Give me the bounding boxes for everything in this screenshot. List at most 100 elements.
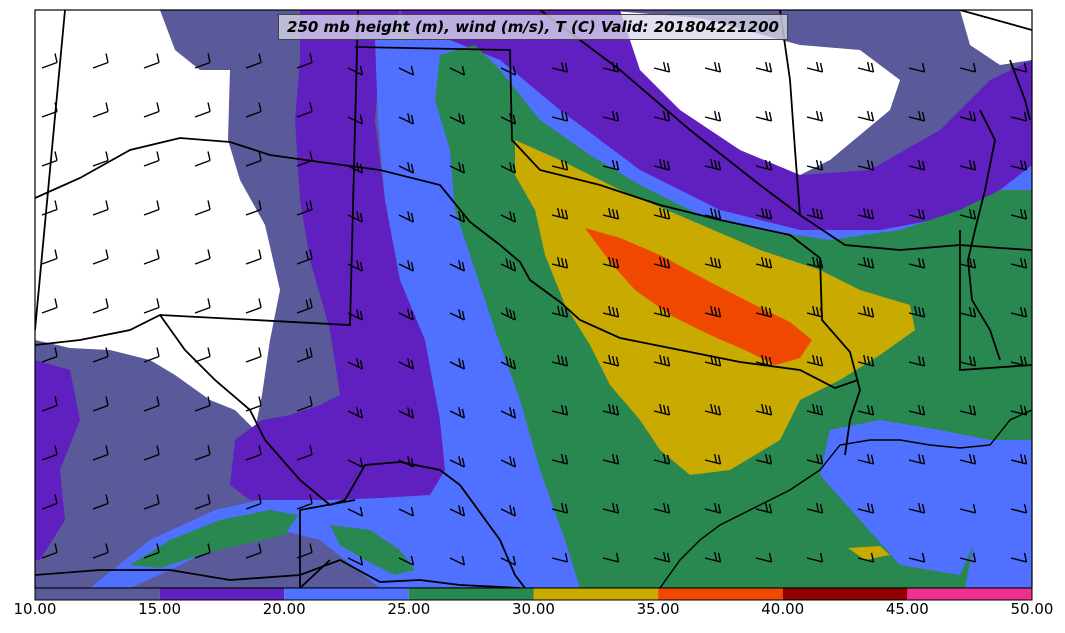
wind-barb [602,552,620,563]
wind-barb [296,543,313,559]
wind-barb [755,403,773,416]
wind-barb [653,354,671,367]
wind-barb [704,354,722,367]
wind-barb [704,207,722,220]
wind-barb [41,445,58,461]
wind-barb [347,407,364,419]
wind-barb [602,502,620,514]
wind-barb [653,453,671,465]
wind-barb [551,207,569,220]
wind-barb [449,407,466,419]
wind-barb [704,551,722,563]
wind-barb [959,552,977,563]
wind-barb [806,110,824,122]
wind-barb [245,347,262,363]
wind-barb [602,61,620,73]
wind-barb [194,396,211,412]
wind-barb [1010,208,1028,220]
wind-barb [296,396,313,412]
wind-barb [806,159,824,171]
wind-barb [806,453,824,465]
wind-barb [500,456,517,468]
wind-barb [143,396,160,412]
wind-barb [1010,306,1028,318]
wind-barb [449,309,466,321]
wind-barb [908,62,926,73]
wind-barb [143,298,160,314]
wind-barb [500,113,517,125]
wind-barb [92,102,109,118]
wind-barb [92,396,109,412]
wind-barb [602,110,620,122]
wind-barb [194,53,211,69]
wind-barb [398,162,415,174]
wind-barb [245,298,262,314]
wind-barb [245,102,262,118]
wind-barb [194,102,211,118]
wind-barb [398,113,415,125]
wind-barb [551,159,569,171]
wind-barb [857,354,875,367]
wind-barb [500,307,517,321]
wind-barb [858,602,874,611]
wind-barb [296,494,313,510]
wind-barb [908,404,926,416]
colorbar-tick-label: 35.00 [636,600,680,618]
wind-barb [398,555,415,566]
wind-barb [959,306,977,318]
wind-barb [551,61,569,73]
colorbar-tick-label: 15.00 [138,600,182,618]
wind-barb [143,543,160,559]
wind-barb [857,404,875,416]
wind-barb [194,494,211,510]
wind-barb [806,403,824,416]
wind-barb [92,543,109,559]
wind-barb [398,506,415,517]
colorbar-tick-label: 25.00 [387,600,431,618]
colorbar-bin [533,588,659,600]
wind-barb [959,257,977,269]
wind-barb [857,453,875,465]
wind-barb [653,502,671,514]
wind-barb [143,347,160,363]
wind-barb [245,249,262,265]
wind-barb [347,162,364,174]
wind-barb [500,505,517,517]
wind-barb [857,502,875,514]
wind-barb [92,494,109,510]
wind-barb [908,355,926,367]
wind-barb [398,65,415,76]
wind-barb [143,200,160,216]
fill-15-20-west [230,10,445,505]
wind-barb [296,200,313,216]
wind-barb [959,110,977,122]
wind-barb [908,453,926,465]
wind-barb [347,211,364,223]
colorbar-tick-label: 10.00 [13,600,57,618]
wind-barb [500,555,517,566]
wind-barb [959,355,977,367]
wind-barb [143,151,160,167]
wind-barb [347,358,364,370]
wind-barb [41,396,58,412]
wind-barb [41,347,58,363]
wind-barb [755,159,773,171]
wind-barb [449,358,466,370]
colorbar-tick-label: 40.00 [761,600,805,618]
colorbar-bin [907,588,1032,600]
wind-barb [551,502,569,514]
wind-barb [296,249,313,265]
wind-barb [296,102,313,118]
colorbar-bin [408,588,534,600]
wind-barb [41,249,58,265]
wind-barb [296,151,313,167]
wind-barb [602,207,620,220]
wind-barb [92,151,109,167]
wind-barb [755,61,773,73]
colorbar-frame [34,587,1033,601]
wind-barb [143,102,160,118]
map-title: 250 mb height (m), wind (m/s), T (C) Val… [278,14,788,40]
wind-barb [551,110,569,122]
wind-barb [449,260,466,272]
